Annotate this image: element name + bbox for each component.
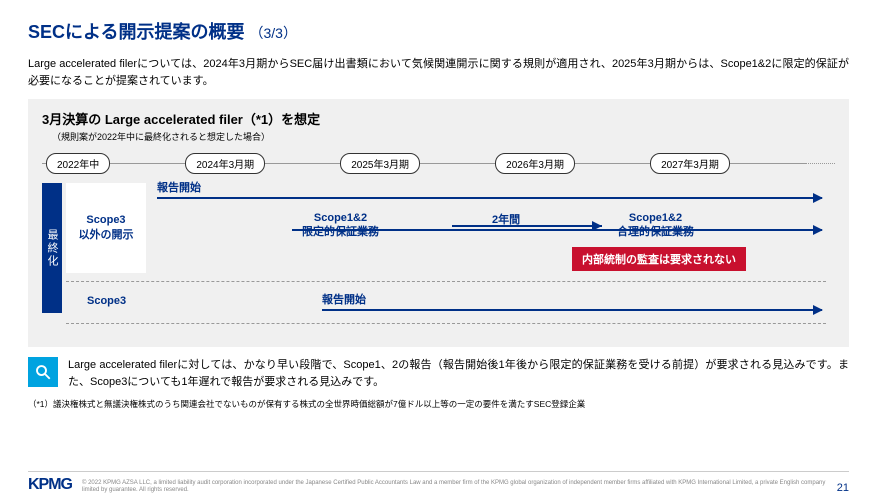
note-text: Large accelerated filerに対しては、かなり早い段階で、Sc… <box>68 357 849 390</box>
red-callout: 内部統制の監査は要求されない <box>572 247 746 271</box>
period-label: 2026年3月期 <box>495 153 575 174</box>
timeline-arrow <box>157 197 822 199</box>
dashed-separator <box>66 281 826 282</box>
diagram-subtitle: （規則案が2022年中に最終化されると想定した場合） <box>42 130 835 143</box>
kpmg-logo: KPMG <box>28 476 72 494</box>
scope3-other-box: Scope3 以外の開示 <box>66 183 146 273</box>
period-label: 2024年3月期 <box>185 153 265 174</box>
scope12-reasonable-label: Scope1&2 合理的保証業務 <box>617 211 694 240</box>
footnote: （*1）議決権株式と無議決権株式のうち関連会社でないものが保有する株式の全世界時… <box>28 398 849 410</box>
period-label: 2027年3月期 <box>650 153 730 174</box>
title-main: SECによる開示提案の概要 <box>28 22 244 42</box>
copyright-text: © 2022 KPMG AZSA LLC, a limited liabilit… <box>72 480 837 494</box>
report-start-label: 報告開始 <box>157 179 201 195</box>
footer: KPMG © 2022 KPMG AZSA LLC, a limited lia… <box>28 471 849 494</box>
page-number: 21 <box>837 482 849 494</box>
note-row: Large accelerated filerに対しては、かなり早い段階で、Sc… <box>28 357 849 390</box>
timeline-diagram: 3月決算の Large accelerated filer（*1）を想定 （規則… <box>28 99 849 347</box>
period-label: 2025年3月期 <box>340 153 420 174</box>
page-title: SECによる開示提案の概要 （3/3） <box>28 18 849 44</box>
magnify-icon <box>28 357 58 387</box>
period-label: 2022年中 <box>46 153 110 174</box>
title-part: （3/3） <box>250 25 297 41</box>
two-years-arrow <box>452 225 602 227</box>
timeline-arrow <box>322 309 822 311</box>
diagram-title: 3月決算の Large accelerated filer（*1）を想定 <box>42 109 835 128</box>
intro-text: Large accelerated filerについては、2024年3月期からS… <box>28 56 849 89</box>
timeline-header: 2022年中 2024年3月期 2025年3月期 2026年3月期 2027年3… <box>42 153 835 173</box>
scope12-limited-label: Scope1&2 限定的保証業務 <box>302 211 379 240</box>
timeline-lanes: 最終化 Scope3 以外の開示 報告開始 Scope1&2 限定的保証業務 2… <box>42 183 835 333</box>
dashed-separator <box>66 323 826 324</box>
finalize-bar: 最終化 <box>42 183 62 313</box>
scope3-label: Scope3 <box>87 295 126 307</box>
report-start2-label: 報告開始 <box>322 291 366 307</box>
